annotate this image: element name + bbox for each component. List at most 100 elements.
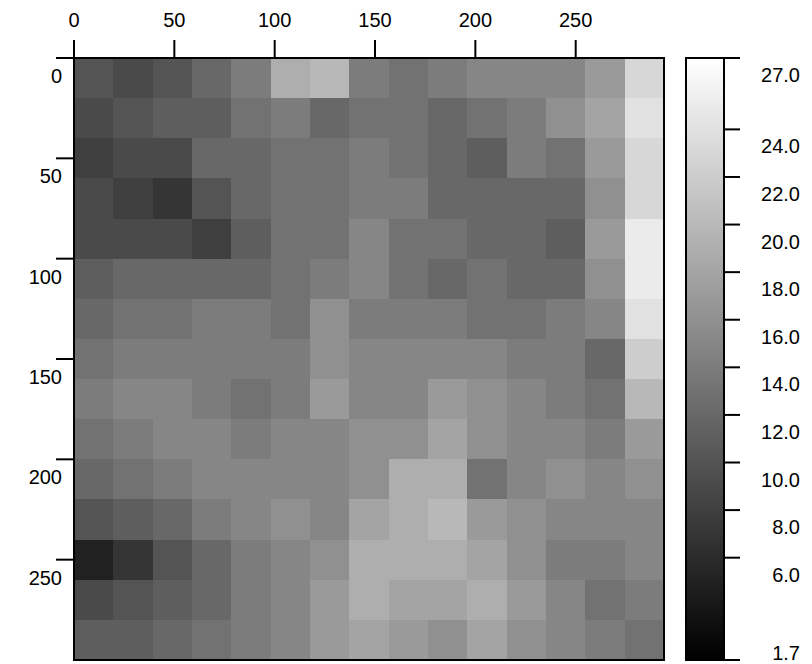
heat-cell [467, 339, 507, 380]
heat-cell [349, 419, 389, 460]
heat-cell [192, 259, 232, 300]
heat-cell [428, 58, 468, 99]
heat-cell [74, 299, 114, 340]
x-tick-label: 250 [559, 9, 592, 31]
heat-cell [467, 459, 507, 500]
color-tick [724, 557, 740, 559]
color-tick-label: 8.0 [772, 516, 800, 538]
heat-cell [231, 138, 271, 179]
heat-cell [310, 299, 350, 340]
y-tick [56, 559, 74, 561]
heat-cell [74, 580, 114, 621]
heat-cell [585, 178, 625, 219]
heat-cell [231, 499, 271, 540]
x-tick [374, 40, 376, 58]
heat-cell [428, 219, 468, 260]
heat-cell [231, 540, 271, 581]
heat-cell [585, 58, 625, 99]
color-tick [724, 319, 740, 321]
heat-cell [585, 138, 625, 179]
heat-cell [585, 379, 625, 420]
heat-cell [349, 299, 389, 340]
heat-cell [389, 540, 429, 581]
heat-cell [507, 419, 547, 460]
heat-cell [153, 499, 193, 540]
heat-cell [546, 219, 586, 260]
heat-cell [310, 58, 350, 99]
heat-cell [271, 98, 311, 139]
heat-cell [310, 138, 350, 179]
heat-cell [349, 259, 389, 300]
heat-cell [74, 540, 114, 581]
heat-cell [507, 339, 547, 380]
heat-cell [428, 459, 468, 500]
heat-cell [467, 379, 507, 420]
heat-cell [625, 178, 664, 219]
heat-cell [310, 499, 350, 540]
heat-cell [153, 419, 193, 460]
color-tick [724, 659, 740, 661]
heat-cell [310, 98, 350, 139]
color-tick-label: 18.0 [761, 278, 800, 300]
heat-cell [310, 540, 350, 581]
heat-cell [113, 339, 153, 380]
heat-cell [428, 259, 468, 300]
heat-cell [271, 379, 311, 420]
heat-cell [428, 98, 468, 139]
heat-cell [192, 499, 232, 540]
color-tick [724, 462, 740, 464]
heat-cell [113, 459, 153, 500]
heat-cell [507, 219, 547, 260]
heat-cell [153, 259, 193, 300]
heat-cell [389, 259, 429, 300]
heat-cell [546, 459, 586, 500]
heat-cell [310, 620, 350, 660]
heat-cell [625, 259, 664, 300]
heat-cell [625, 219, 664, 260]
heat-cell [467, 620, 507, 660]
heat-cell [271, 459, 311, 500]
heat-cell [192, 459, 232, 500]
heat-cell [349, 339, 389, 380]
heat-cell [467, 499, 507, 540]
heat-cell [428, 580, 468, 621]
heat-cell [507, 299, 547, 340]
heat-cell [546, 620, 586, 660]
x-tick-label: 200 [459, 9, 492, 31]
x-tick-label: 150 [358, 9, 391, 31]
heat-cell [389, 339, 429, 380]
heat-cell [231, 299, 271, 340]
heat-cell [310, 339, 350, 380]
heat-cell [192, 138, 232, 179]
heat-cell [467, 299, 507, 340]
color-tick-label: 12.0 [761, 421, 800, 443]
y-tick [56, 57, 74, 59]
heat-cell [113, 259, 153, 300]
heat-cell [625, 58, 664, 99]
heat-cell [625, 419, 664, 460]
heat-cell [389, 459, 429, 500]
heat-cell [192, 620, 232, 660]
heat-cell [349, 178, 389, 219]
heat-cell [113, 98, 153, 139]
heat-cell [625, 459, 664, 500]
heat-cell [428, 499, 468, 540]
heat-cell [153, 339, 193, 380]
heat-cell [74, 499, 114, 540]
heat-cell [231, 219, 271, 260]
heat-cell [271, 299, 311, 340]
heat-cell [507, 379, 547, 420]
heat-cell [231, 339, 271, 380]
color-tick-label: 27.0 [761, 64, 800, 86]
heat-cell [271, 259, 311, 300]
heat-cell [585, 419, 625, 460]
heat-cell [271, 178, 311, 219]
heat-cell [153, 299, 193, 340]
heat-cell [153, 98, 193, 139]
heat-cell [585, 459, 625, 500]
heat-cell [546, 299, 586, 340]
heat-cell [113, 58, 153, 99]
color-tick [724, 128, 740, 130]
heat-cell [546, 98, 586, 139]
heat-cell [625, 499, 664, 540]
